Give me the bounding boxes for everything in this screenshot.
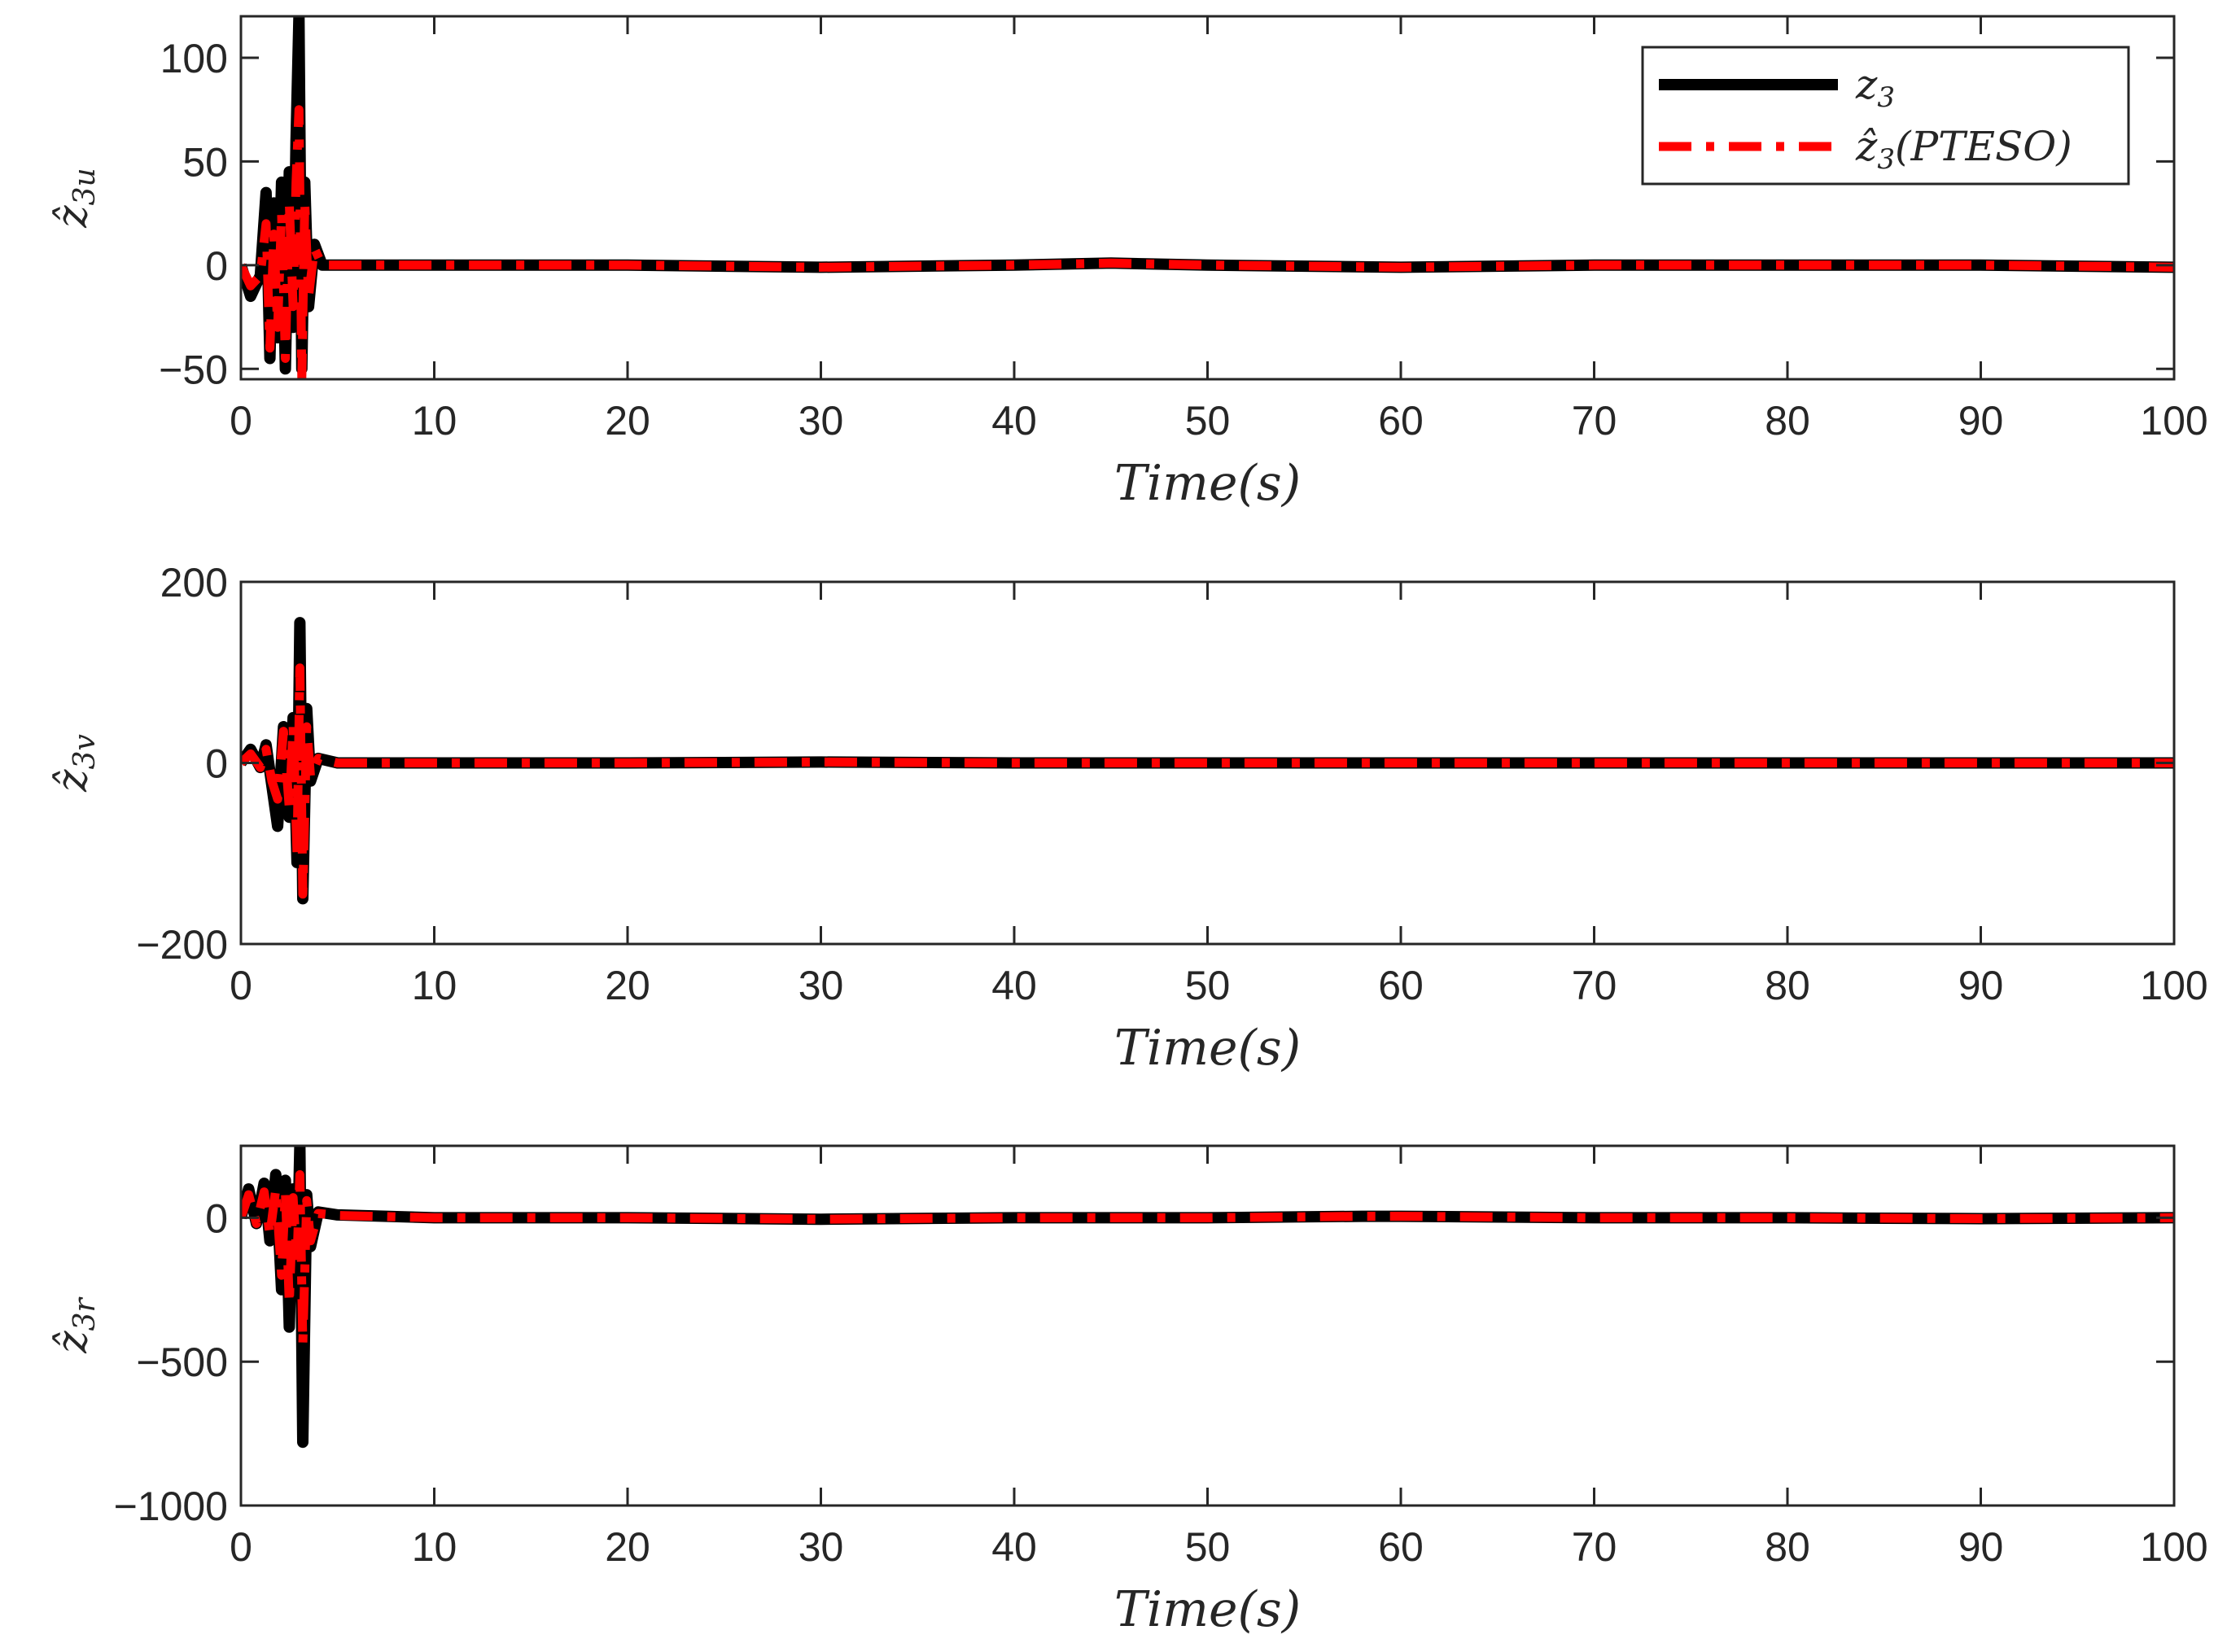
y-tick-label: 100 <box>160 36 228 81</box>
legend: z3 ẑ3(PTESO) <box>1641 46 2130 186</box>
x-tick-label: 10 <box>412 963 457 1008</box>
legend-label-1: z3 <box>1855 61 1895 114</box>
y-tick-label: 50 <box>182 139 228 185</box>
series-line-1 <box>241 1146 2174 1449</box>
x-tick-label: 0 <box>230 1524 252 1570</box>
x-axis-label: Time(s) <box>1114 1020 1301 1077</box>
x-tick-label: 50 <box>1185 398 1231 444</box>
x-tick-label: 80 <box>1765 398 1810 444</box>
x-tick-label: 40 <box>991 1524 1037 1570</box>
x-tick-label: 90 <box>1958 398 2004 444</box>
y-axis-label: ẑ3v <box>48 734 102 793</box>
x-tick-label: 50 <box>1185 963 1231 1008</box>
x-tick-label: 20 <box>605 1524 650 1570</box>
y-tick-label: 0 <box>205 243 228 289</box>
x-tick-label: 70 <box>1572 963 1617 1008</box>
x-tick-label: 60 <box>1378 963 1424 1008</box>
x-tick-label: 40 <box>991 398 1037 444</box>
x-tick-label: 30 <box>798 398 844 444</box>
x-tick-label: 0 <box>230 963 252 1008</box>
x-tick-label: 30 <box>798 1524 844 1570</box>
y-tick-label: 0 <box>205 741 228 787</box>
x-tick-label: 10 <box>412 1524 457 1570</box>
x-tick-label: 10 <box>412 398 457 444</box>
x-axis-label: Time(s) <box>1114 1581 1301 1638</box>
x-tick-label: 60 <box>1378 398 1424 444</box>
y-tick-label: 0 <box>205 1195 228 1241</box>
x-tick-label: 80 <box>1765 1524 1810 1570</box>
x-tick-label: 40 <box>991 963 1037 1008</box>
x-tick-label: 20 <box>605 963 650 1008</box>
x-tick-label: 100 <box>2140 398 2207 444</box>
x-tick-label: 100 <box>2140 1524 2207 1570</box>
x-tick-label: 0 <box>230 398 252 444</box>
x-tick-label: 70 <box>1572 398 1617 444</box>
y-tick-label: −50 <box>159 347 228 392</box>
y-axis-label: ẑ3u <box>48 168 102 229</box>
y-tick-label: −1000 <box>114 1484 228 1529</box>
x-tick-label: 30 <box>798 963 844 1008</box>
series-line-2 <box>241 663 2174 899</box>
x-tick-label: 70 <box>1572 1524 1617 1570</box>
axes-box <box>239 1144 2176 1507</box>
y-tick-label: −500 <box>136 1340 228 1385</box>
x-tick-label: 20 <box>605 398 650 444</box>
x-tick-label: 50 <box>1185 1524 1231 1570</box>
y-axis-label: ẑ3r <box>48 1296 102 1353</box>
series-line-2 <box>241 1169 2174 1349</box>
series-line-2 <box>241 105 2174 379</box>
y-tick-label: 200 <box>160 560 228 605</box>
subplot-1: 0 10 20 30 40 50 60 70 80 90 100−50050100Time(s)ẑ3… <box>48 15 2208 512</box>
x-axis-label: Time(s) <box>1114 455 1301 512</box>
x-tick-label: 100 <box>2140 963 2207 1008</box>
x-tick-label: 80 <box>1765 963 1810 1008</box>
x-tick-label: 60 <box>1378 1524 1424 1570</box>
y-tick-label: −200 <box>136 922 228 968</box>
subplot-3: 0 10 20 30 40 50 60 70 80 90 100 −1000 −500 0 Time(s) ẑ… <box>48 1144 2208 1638</box>
x-tick-label: 90 <box>1958 1524 2004 1570</box>
legend-label-2: ẑ3(PTESO) <box>1855 123 2072 176</box>
x-tick-label: 90 <box>1958 963 2004 1008</box>
